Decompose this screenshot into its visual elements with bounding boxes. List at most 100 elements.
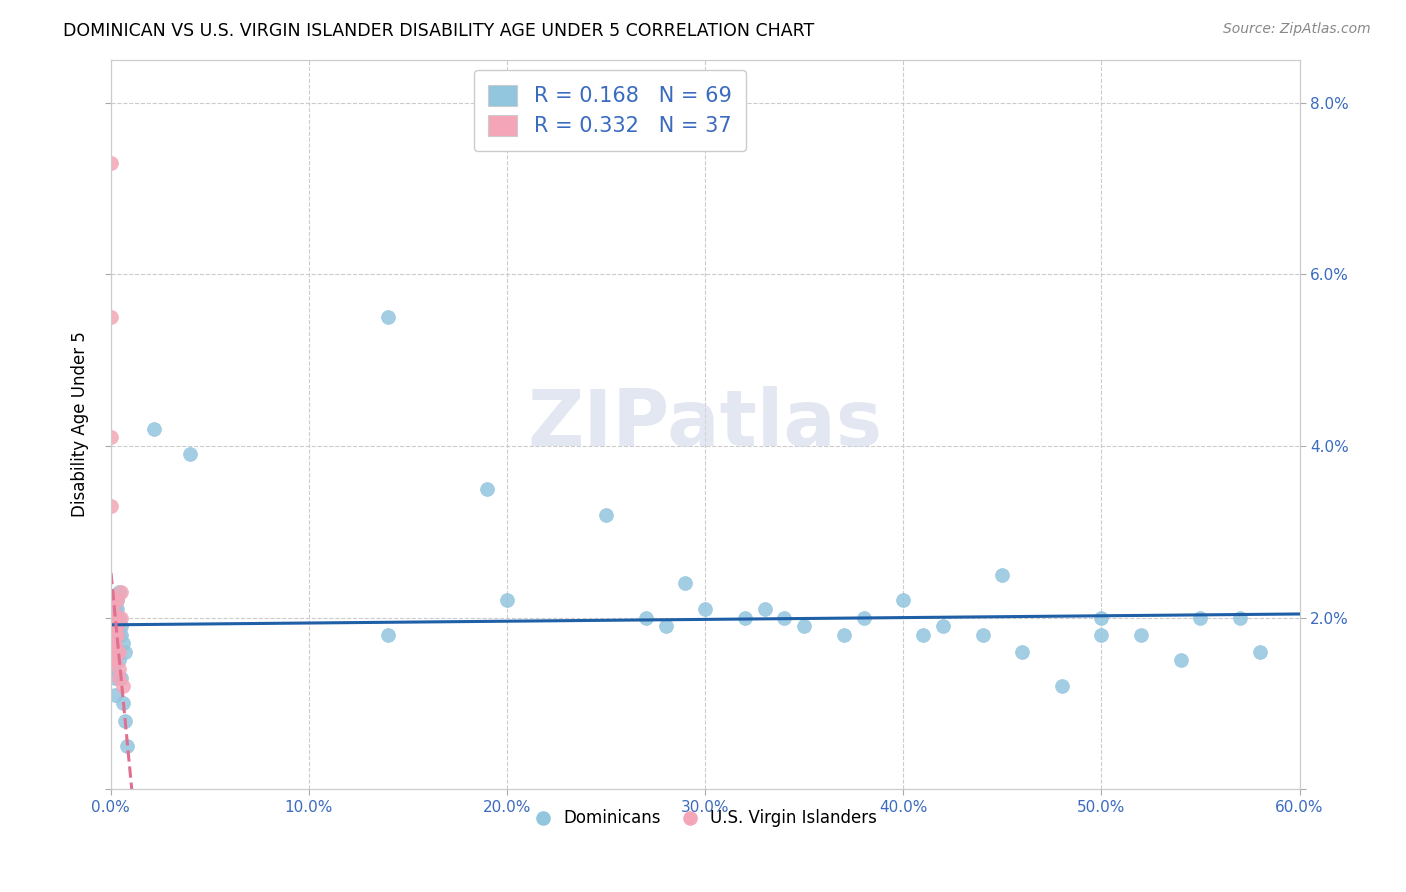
Point <box>1189 610 1212 624</box>
Point <box>101 619 124 633</box>
Point <box>111 679 134 693</box>
Point <box>101 653 124 667</box>
Point <box>105 645 128 659</box>
Point <box>101 602 124 616</box>
Point <box>101 636 124 650</box>
Point <box>101 602 124 616</box>
Point <box>111 697 134 711</box>
Point <box>101 645 124 659</box>
Point <box>104 636 127 650</box>
Point <box>1249 645 1271 659</box>
Point <box>104 645 127 659</box>
Point <box>105 628 128 642</box>
Point <box>105 610 128 624</box>
Point <box>891 593 914 607</box>
Point <box>101 628 124 642</box>
Point <box>105 619 128 633</box>
Point <box>107 671 129 685</box>
Point <box>114 714 136 728</box>
Point <box>1011 645 1033 659</box>
Point <box>100 645 122 659</box>
Point <box>104 628 127 642</box>
Point <box>105 619 128 633</box>
Point <box>101 610 124 624</box>
Point <box>1050 679 1073 693</box>
Point <box>932 619 955 633</box>
Point <box>101 593 124 607</box>
Point <box>654 619 676 633</box>
Point <box>105 593 128 607</box>
Point <box>104 645 127 659</box>
Point <box>1170 653 1192 667</box>
Point <box>105 602 128 616</box>
Point <box>852 610 875 624</box>
Point <box>100 155 122 169</box>
Point <box>101 645 124 659</box>
Point <box>101 610 124 624</box>
Point <box>101 619 124 633</box>
Point <box>107 645 129 659</box>
Text: ZIPatlas: ZIPatlas <box>527 386 883 462</box>
Point <box>110 584 132 599</box>
Point <box>695 602 717 616</box>
Point <box>104 619 127 633</box>
Point <box>110 671 132 685</box>
Point <box>101 628 124 642</box>
Point <box>595 508 617 522</box>
Point <box>101 653 124 667</box>
Text: Source: ZipAtlas.com: Source: ZipAtlas.com <box>1223 22 1371 37</box>
Point <box>104 688 127 702</box>
Point <box>110 619 132 633</box>
Point <box>107 662 129 676</box>
Point <box>101 619 124 633</box>
Point <box>972 628 994 642</box>
Point <box>477 482 499 496</box>
Point <box>100 628 122 642</box>
Point <box>114 645 136 659</box>
Point <box>100 653 122 667</box>
Point <box>104 636 127 650</box>
Point <box>100 636 122 650</box>
Point <box>115 739 138 754</box>
Point <box>634 610 657 624</box>
Point <box>143 422 166 436</box>
Point <box>100 499 122 513</box>
Y-axis label: Disability Age Under 5: Disability Age Under 5 <box>72 332 89 517</box>
Point <box>754 602 776 616</box>
Point <box>1090 610 1112 624</box>
Point <box>673 576 696 591</box>
Point <box>104 602 127 616</box>
Point <box>111 636 134 650</box>
Point <box>104 628 127 642</box>
Point <box>377 310 399 325</box>
Point <box>793 619 815 633</box>
Point <box>107 584 129 599</box>
Point <box>101 636 124 650</box>
Point <box>104 671 127 685</box>
Point <box>101 662 124 676</box>
Point <box>100 619 122 633</box>
Point <box>377 628 399 642</box>
Point <box>1229 610 1251 624</box>
Point <box>110 610 132 624</box>
Point <box>105 610 128 624</box>
Point <box>104 628 127 642</box>
Point <box>1090 628 1112 642</box>
Point <box>104 619 127 633</box>
Point <box>100 310 122 325</box>
Point <box>105 593 128 607</box>
Point <box>101 628 124 642</box>
Legend: Dominicans, U.S. Virgin Islanders: Dominicans, U.S. Virgin Islanders <box>524 801 886 836</box>
Point <box>832 628 855 642</box>
Point <box>101 593 124 607</box>
Point <box>991 567 1014 582</box>
Point <box>107 653 129 667</box>
Point <box>104 653 127 667</box>
Point <box>100 430 122 444</box>
Point <box>105 628 128 642</box>
Text: DOMINICAN VS U.S. VIRGIN ISLANDER DISABILITY AGE UNDER 5 CORRELATION CHART: DOMINICAN VS U.S. VIRGIN ISLANDER DISABI… <box>63 22 814 40</box>
Point <box>101 610 124 624</box>
Point <box>100 610 122 624</box>
Point <box>1130 628 1153 642</box>
Point <box>100 593 122 607</box>
